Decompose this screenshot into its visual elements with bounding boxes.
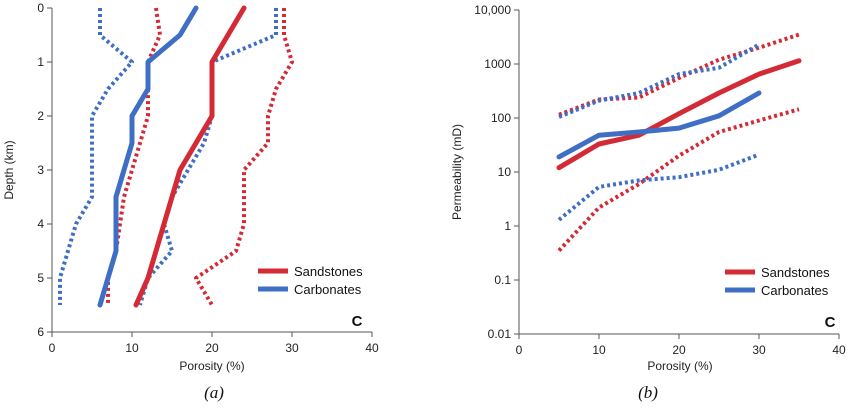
legend-label-sandstones: Sandstones — [294, 264, 363, 279]
series-layer — [556, 32, 802, 252]
tick-layer: 0 10 20 30 40 0 1 2 3 4 5 6 — [37, 1, 379, 355]
panel-letter: C — [352, 313, 363, 330]
y-tick-label: 0.01 — [488, 327, 512, 341]
y-tick-label: 1 — [37, 55, 44, 69]
y-tick-label: 10,000 — [474, 3, 511, 17]
figure-caption-a: (a) — [204, 383, 224, 402]
y-tick-label: 100 — [491, 111, 511, 125]
permeability-porosity-chart: 0 10 20 30 40 0.01 0.1 1 10 100 1000 10,000 Porosit… — [450, 3, 846, 402]
series-carbonates-range-low — [557, 152, 760, 222]
panel-letter: C — [825, 314, 836, 331]
x-tick-label: 0 — [49, 341, 56, 355]
legend-label-carbonates: Carbonates — [761, 283, 829, 298]
figure-caption-b: (b) — [638, 383, 658, 402]
x-tick-label: 20 — [672, 343, 686, 357]
x-tick-label: 30 — [285, 341, 299, 355]
x-tick-label: 30 — [752, 343, 766, 357]
legend-label-carbonates: Carbonates — [294, 282, 362, 297]
y-tick-label: 5 — [37, 271, 44, 285]
legend: Sandstones Carbonates — [725, 265, 830, 298]
y-tick-label: 2 — [37, 109, 44, 123]
series-sandstones — [556, 58, 802, 171]
x-axis-title: Porosity (%) — [179, 359, 244, 373]
series-sandstones-range-high — [194, 8, 294, 307]
x-tick-label: 40 — [365, 341, 379, 355]
x-tick-label: 10 — [125, 341, 139, 355]
y-tick-label: 0.1 — [494, 273, 511, 287]
depth-porosity-chart: 0 10 20 30 40 0 1 2 3 4 5 6 Porosity (%) Depth (km)… — [2, 1, 379, 402]
y-tick-label: 3 — [37, 163, 44, 177]
y-axis-title: Permeability (mD) — [450, 124, 464, 220]
series-carbonates-range-high — [138, 8, 278, 306]
series-sandstones — [133, 5, 247, 308]
series-carbonates-range-low — [58, 8, 134, 305]
series-carbonates — [97, 5, 199, 308]
x-tick-label: 10 — [592, 343, 606, 357]
y-tick-label: 1000 — [484, 57, 511, 71]
y-tick-label: 10 — [498, 165, 512, 179]
y-axis-title: Depth (km) — [2, 140, 16, 199]
legend: Sandstones Carbonates — [258, 264, 363, 297]
legend-label-sandstones: Sandstones — [761, 265, 830, 280]
series-carbonates — [556, 90, 762, 160]
x-tick-label: 40 — [832, 343, 846, 357]
series-carbonates-range-high — [558, 42, 761, 119]
tick-layer: 0 10 20 30 40 0.01 0.1 1 10 100 1000 10,000 — [474, 3, 846, 357]
x-tick-label: 20 — [205, 341, 219, 355]
y-tick-label: 6 — [37, 325, 44, 339]
y-tick-label: 0 — [37, 1, 44, 15]
x-tick-label: 0 — [516, 343, 523, 357]
x-axis-title: Porosity (%) — [647, 359, 712, 373]
series-sandstones-range-low — [557, 107, 800, 252]
series-layer — [58, 5, 294, 308]
y-tick-label: 4 — [37, 217, 44, 231]
y-tick-label: 1 — [504, 219, 511, 233]
